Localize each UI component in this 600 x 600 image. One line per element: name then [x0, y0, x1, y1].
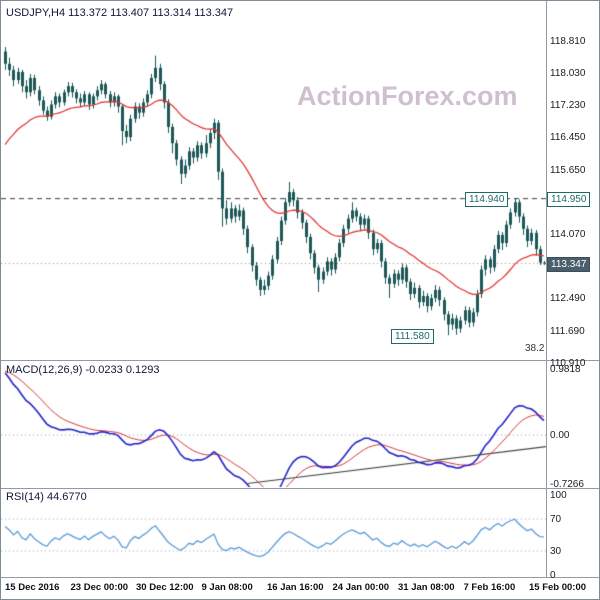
- panel-separator[interactable]: [1, 577, 599, 578]
- axis-label: 15 Dec 2016: [5, 582, 60, 593]
- axis-label: 24 Jan 00:00: [332, 582, 390, 593]
- axis-label: 114.070: [550, 229, 586, 241]
- axis-label: 118.030: [550, 67, 586, 79]
- chart-title: USDJPY,H4 113.372 113.407 113.314 113.34…: [6, 7, 234, 19]
- price-axis-separator: [546, 1, 547, 577]
- axis-label: 30: [550, 546, 562, 557]
- axis-label: 111.690: [550, 326, 585, 338]
- rsi-title: RSI(14) 44.6770: [6, 491, 87, 503]
- axis-label: 116.450: [550, 132, 586, 144]
- axis-label: 100: [550, 490, 567, 501]
- axis-label: 0.9818: [550, 364, 581, 375]
- resistance-price-tag[interactable]: 114.940: [465, 191, 509, 207]
- axis-label: 112.490: [550, 293, 586, 305]
- axis-label: -0.7266: [550, 479, 584, 490]
- axis-label: 115.650: [550, 164, 586, 176]
- axis-label: 0.00: [550, 430, 570, 442]
- axis-label: 7 Feb 16:00: [463, 582, 516, 593]
- macd-title: MACD(12,26,9) -0.0233 0.1293: [6, 364, 160, 376]
- axis-label: 15 Feb 00:00: [529, 582, 587, 593]
- axis-resistance-tag: 114.950: [547, 191, 591, 207]
- axis-label: 23 Dec 00:00: [70, 582, 129, 593]
- support-price-tag[interactable]: 111.580: [391, 328, 434, 344]
- axis-label: 16 Jan 16:00: [267, 582, 324, 593]
- axis-label: 9 Jan 08:00: [201, 582, 253, 593]
- axis-label: 30 Dec 12:00: [136, 582, 194, 593]
- fib-retracement-label: 38.2: [525, 343, 545, 354]
- panel-separator[interactable]: [1, 360, 599, 361]
- panel-separator[interactable]: [1, 488, 599, 489]
- current-price-tag: 113.347: [547, 256, 591, 272]
- axis-label: 110.910: [550, 357, 586, 369]
- axis-label: 0: [550, 570, 556, 581]
- axis-label: 70: [550, 514, 562, 525]
- axis-label: 31 Jan 08:00: [398, 582, 455, 593]
- axis-label: 117.230: [550, 100, 586, 112]
- axis-label: 118.810: [550, 35, 586, 47]
